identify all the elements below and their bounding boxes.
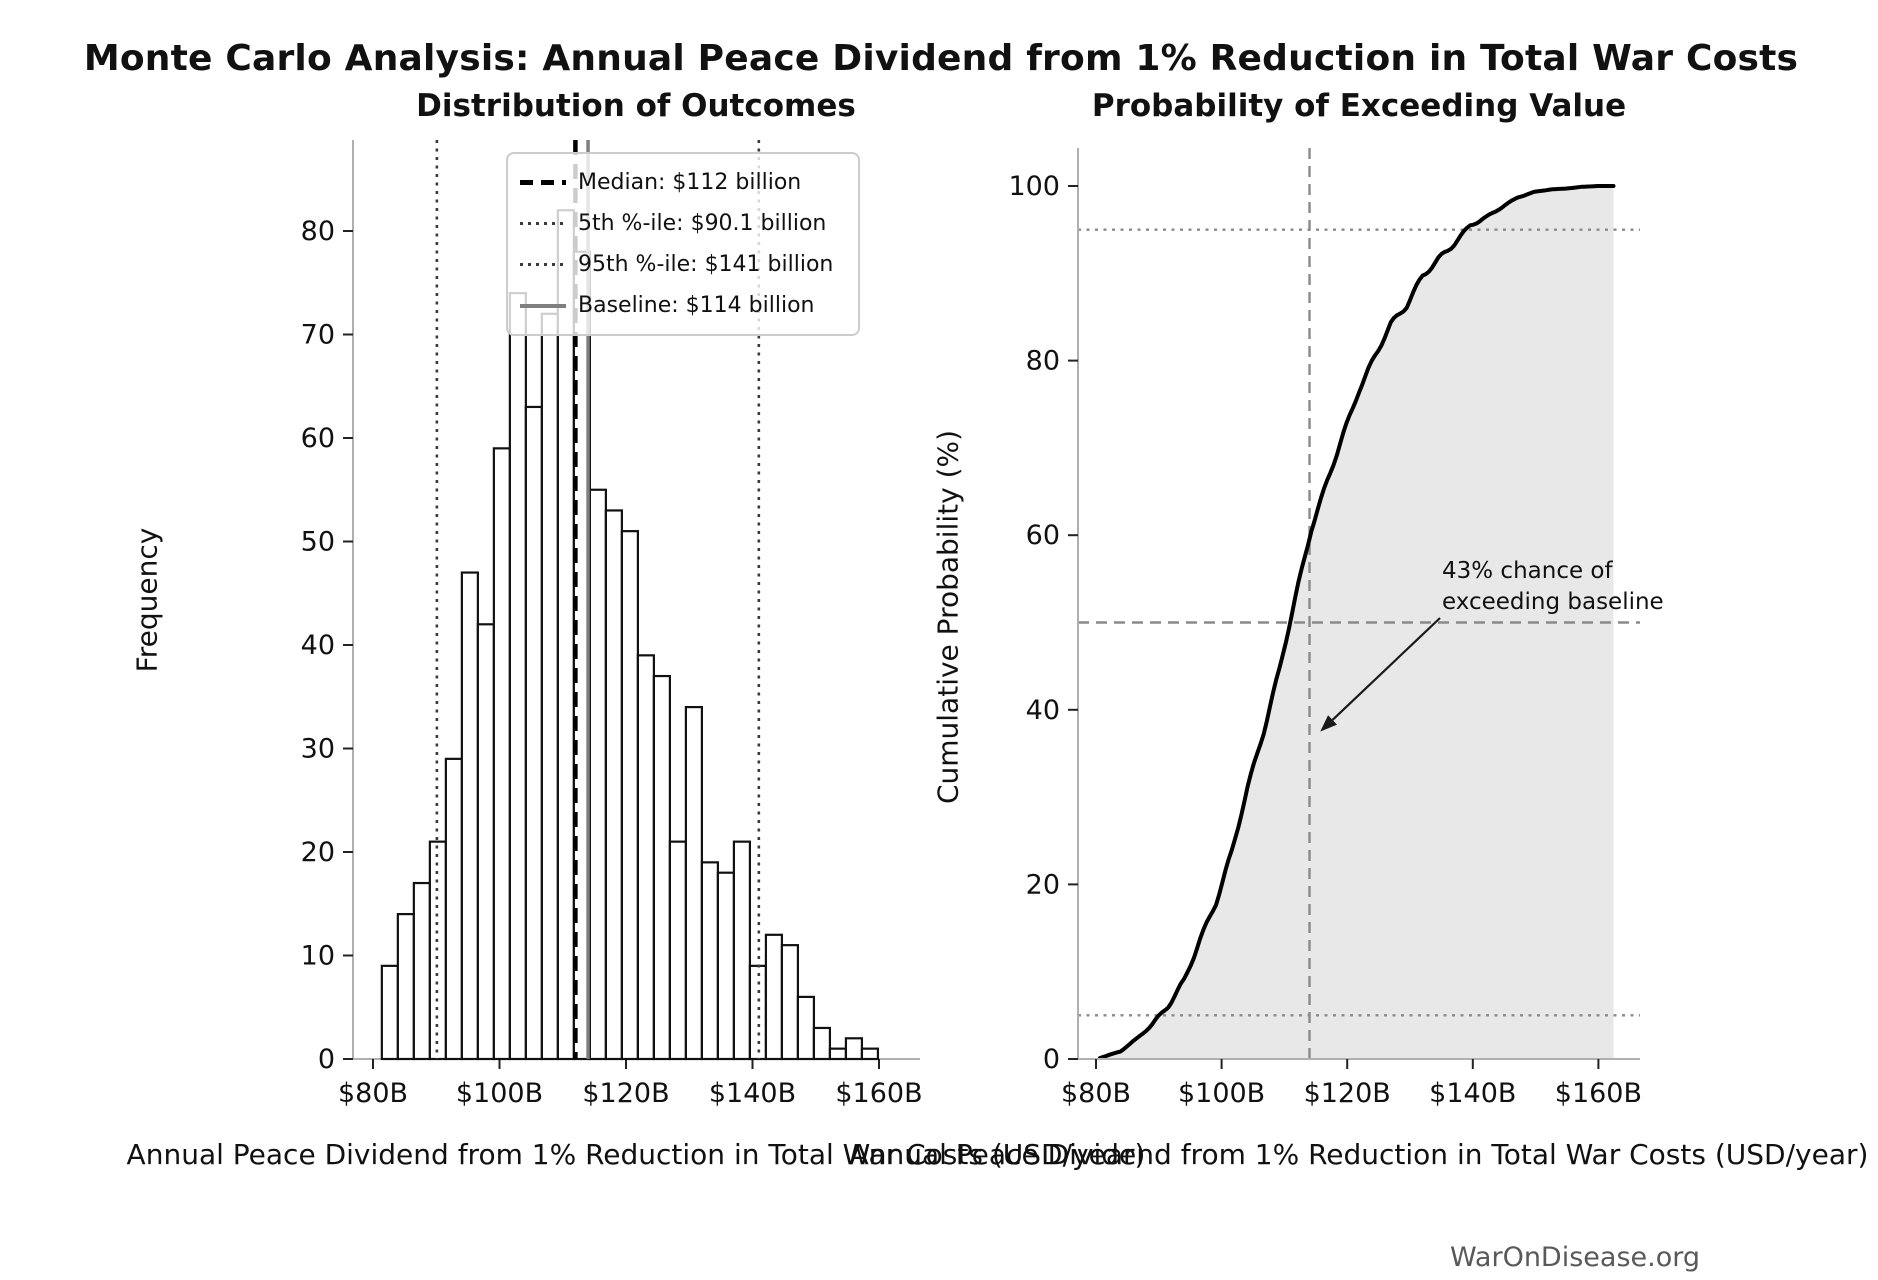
legend-item-pct5: 5th %-ile: $90.1 billion <box>520 205 846 242</box>
cdf-curve <box>1097 184 1616 1061</box>
histogram-bar <box>476 623 495 1061</box>
histogram-bar <box>796 995 816 1061</box>
y-tick-label: 60 <box>1026 520 1060 551</box>
y-tick-label: 20 <box>1026 869 1060 900</box>
histogram-ylabel: Frequency <box>130 527 164 673</box>
annotation-arrow <box>1331 617 1441 721</box>
legend-label-median: Median: $112 billion <box>578 170 802 195</box>
histogram-bar <box>556 209 575 1061</box>
histogram-bar <box>812 1026 832 1061</box>
histogram-bar <box>508 292 527 1061</box>
legend-item-pct95: 95th %-ile: $141 billion <box>520 246 846 283</box>
figure-title: Monte Carlo Analysis: Annual Peace Divid… <box>83 38 1799 79</box>
x-tick-label: $140B <box>709 1078 796 1109</box>
baseline-line-icon <box>520 303 566 308</box>
histogram-bar <box>748 964 768 1061</box>
legend: Median: $112 billion 5th %-ile: $90.1 bi… <box>506 152 860 336</box>
y-tick-label: 10 <box>301 941 335 972</box>
x-tick-label: $140B <box>1429 1078 1516 1109</box>
annotation-arrowhead <box>1320 715 1338 732</box>
x-tick-label: $160B <box>835 1078 922 1109</box>
histogram-bar <box>396 912 415 1061</box>
pct5-line-icon <box>520 222 566 225</box>
x-tick-label: $100B <box>456 1078 543 1109</box>
annotation-text: 43% chance of exceeding baseline <box>1442 556 1664 618</box>
legend-label-baseline: Baseline: $114 billion <box>578 293 815 318</box>
histogram-bar <box>460 571 479 1061</box>
cdf-title: Probability of Exceeding Value <box>1091 88 1627 124</box>
x-tick-label: $80B <box>338 1078 408 1109</box>
histogram-bar <box>716 871 736 1061</box>
y-tick-label: 60 <box>301 423 335 454</box>
histogram-bar <box>588 488 607 1061</box>
histogram-bar <box>620 530 639 1061</box>
y-tick-label: 40 <box>1026 695 1060 726</box>
annotation-line-1: 43% chance of <box>1442 558 1613 584</box>
cdf-plot: $80B $100B $120B $140B $160B 0 20 40 60 80 100 <box>1008 148 1642 1109</box>
histogram-bar <box>540 312 559 1061</box>
histogram-bar <box>668 840 687 1061</box>
y-tick-label: 0 <box>1043 1044 1060 1075</box>
histogram-bar <box>780 944 800 1061</box>
y-tick-label: 70 <box>301 320 335 351</box>
histogram-bar <box>860 1047 880 1061</box>
histogram-bar <box>492 447 511 1061</box>
y-tick-label: 50 <box>301 527 335 558</box>
histogram-bar <box>524 405 543 1061</box>
histogram-bar <box>412 881 431 1061</box>
x-tick-label: $160B <box>1555 1078 1642 1109</box>
histogram-bar <box>684 705 704 1061</box>
y-tick-label: 40 <box>301 630 335 661</box>
histogram-bar <box>764 933 784 1061</box>
cdf-xlabel: Annual Peace Dividend from 1% Reduction … <box>849 1138 1869 1171</box>
histogram-bar <box>732 840 752 1061</box>
histogram-bar <box>828 1047 848 1061</box>
y-tick-label: 20 <box>301 837 335 868</box>
histogram-bar <box>844 1037 864 1061</box>
histogram-bar <box>700 861 720 1061</box>
watermark: WarOnDisease.org <box>1449 1242 1700 1273</box>
y-tick-label: 0 <box>318 1044 335 1075</box>
legend-label-pct5: 5th %-ile: $90.1 billion <box>578 211 827 236</box>
histogram-xlabel: Annual Peace Dividend from 1% Reduction … <box>126 1138 1146 1171</box>
histogram-bar <box>636 654 655 1061</box>
x-tick-label: $100B <box>1178 1078 1265 1109</box>
median-line-icon <box>520 180 566 185</box>
legend-label-pct95: 95th %-ile: $141 billion <box>578 252 834 277</box>
cdf-ylabel: Cumulative Probability (%) <box>931 429 965 805</box>
y-tick-label: 80 <box>1026 346 1060 377</box>
histogram-bar <box>444 757 463 1061</box>
y-tick-label: 30 <box>301 734 335 765</box>
x-tick-label: $80B <box>1061 1078 1131 1109</box>
legend-item-baseline: Baseline: $114 billion <box>520 287 846 324</box>
histogram-bars <box>380 209 880 1061</box>
y-tick-label: 100 <box>1008 171 1060 202</box>
pct95-line-icon <box>520 263 566 266</box>
x-tick-label: $120B <box>582 1078 669 1109</box>
histogram-bar <box>380 964 399 1061</box>
histogram-bar <box>652 674 671 1061</box>
y-tick-label: 80 <box>301 216 335 247</box>
legend-item-median: Median: $112 billion <box>520 164 846 201</box>
annotation-line-2: exceeding baseline <box>1442 589 1664 615</box>
x-tick-label: $120B <box>1304 1078 1391 1109</box>
histogram-bar <box>604 509 623 1061</box>
histogram-title: Distribution of Outcomes <box>416 88 856 124</box>
